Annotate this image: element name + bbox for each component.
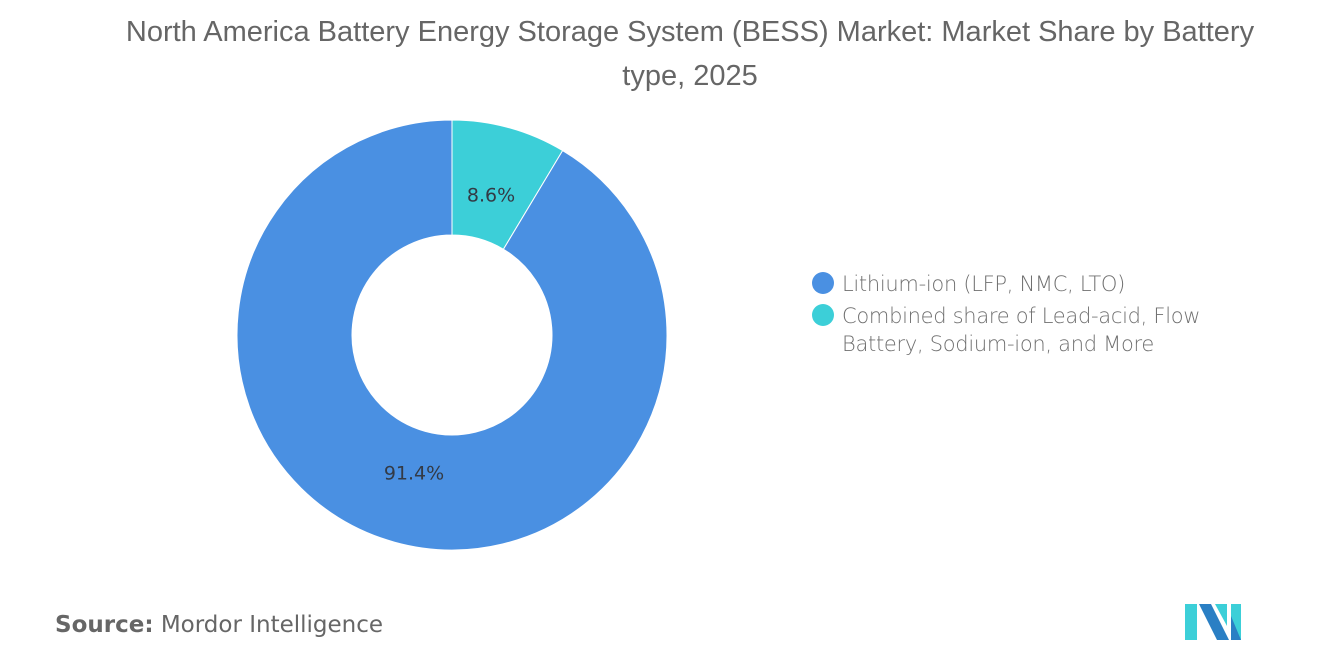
legend-label: Combined share of Lead-acid, Flow Batter… — [842, 304, 1201, 356]
source-note: Source: Mordor Intelligence — [55, 612, 383, 638]
mordor-intelligence-logo-icon — [1185, 604, 1241, 640]
legend-marker-icon — [812, 304, 834, 326]
legend-label: Lithium-ion (LFP, NMC, LTO) — [842, 272, 1126, 296]
legend-marker-icon — [812, 272, 834, 294]
data-label: 91.4% — [384, 463, 444, 485]
legend-item-lithium-ion[interactable]: Lithium-ion (LFP, NMC, LTO) — [812, 270, 1232, 298]
source-value: Mordor Intelligence — [160, 612, 384, 638]
source-label: Source: — [55, 612, 154, 638]
slice-lithium-ion[interactable] — [236, 119, 668, 551]
legend: Lithium-ion (LFP, NMC, LTO) Combined sha… — [812, 270, 1232, 362]
data-label: 8.6% — [467, 185, 515, 207]
chart-title: North America Battery Energy Storage Sys… — [125, 16, 1255, 92]
legend-item-combined-other[interactable]: Combined share of Lead-acid, Flow Batter… — [812, 302, 1232, 358]
